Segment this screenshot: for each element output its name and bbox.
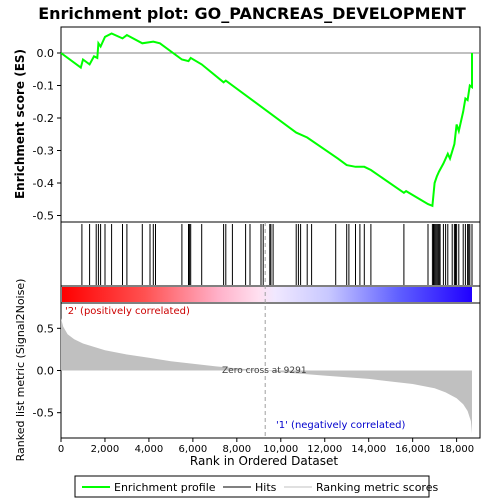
x-tick-label: 6,000 bbox=[179, 444, 208, 455]
es-y-tick-label: -0.2 bbox=[33, 112, 54, 125]
chart-title: Enrichment plot: GO_PANCREAS_DEVELOPMENT bbox=[38, 4, 466, 23]
legend-enrichment-label: Enrichment profile bbox=[114, 481, 216, 494]
x-tick-label: 16,000 bbox=[395, 444, 430, 455]
es-y-tick-label: -0.3 bbox=[33, 145, 54, 158]
metric-x-ticks: 0 2,000 4,000 6,000 8,000 10,000 12,000 14,000 1… bbox=[58, 438, 474, 455]
x-tick-label: 18,000 bbox=[439, 444, 474, 455]
enrichment-profile-line bbox=[60, 32, 473, 208]
x-tick-label: 8,000 bbox=[223, 444, 252, 455]
negatively-correlated-label: '1' (negatively correlated) bbox=[276, 420, 405, 431]
x-tick-label: 12,000 bbox=[307, 444, 342, 455]
x-tick-label: 10,000 bbox=[263, 444, 298, 455]
legend: Enrichment profile Hits Ranking metric s… bbox=[74, 475, 438, 498]
legend-metric-label: Ranking metric scores bbox=[316, 481, 438, 494]
es-y-tick-label: -0.4 bbox=[33, 177, 54, 190]
ranking-metric-area bbox=[61, 318, 472, 434]
x-tick-label: 2,000 bbox=[91, 444, 120, 455]
legend-box bbox=[74, 475, 430, 498]
hits-panel bbox=[60, 221, 481, 287]
es-y-ticks: 0.0 -0.1 -0.2 -0.3 -0.4 -0.5 bbox=[33, 47, 61, 223]
es-y-axis-label: Enrichment score (ES) bbox=[13, 49, 27, 199]
legend-hits-label: Hits bbox=[255, 481, 277, 494]
positively-correlated-label: '2' (positively correlated) bbox=[65, 306, 190, 317]
rank-colorbar bbox=[60, 285, 481, 304]
es-panel: 0.0 -0.1 -0.2 -0.3 -0.4 -0.5 Enrichment score… bbox=[13, 26, 481, 223]
metric-y-tick-label: -0.5 bbox=[33, 407, 54, 420]
metric-y-axis-label: Ranked list metric (Signal2Noise) bbox=[14, 279, 27, 462]
x-axis-label: Rank in Ordered Dataset bbox=[190, 454, 338, 468]
zero-cross-label: Zero cross at 9291 bbox=[222, 366, 307, 376]
x-tick-label: 4,000 bbox=[135, 444, 164, 455]
es-y-tick-label: -0.5 bbox=[33, 210, 54, 223]
metric-y-tick-label: 0.0 bbox=[37, 365, 55, 378]
es-y-tick-label: -0.1 bbox=[33, 80, 54, 93]
x-tick-label: 0 bbox=[58, 444, 64, 455]
es-y-tick-label: 0.0 bbox=[37, 47, 55, 60]
metric-y-tick-label: 0.5 bbox=[37, 322, 55, 335]
x-tick-label: 14,000 bbox=[351, 444, 386, 455]
es-plot-frame bbox=[60, 26, 481, 223]
hit-marks bbox=[81, 224, 473, 285]
rank-colorbar-gradient bbox=[62, 287, 472, 302]
metric-y-ticks: 0.5 0.0 -0.5 bbox=[33, 322, 61, 420]
metric-panel: 0.5 0.0 -0.5 0 2,000 4,000 6,000 8,000 10,000 12… bbox=[14, 222, 481, 468]
